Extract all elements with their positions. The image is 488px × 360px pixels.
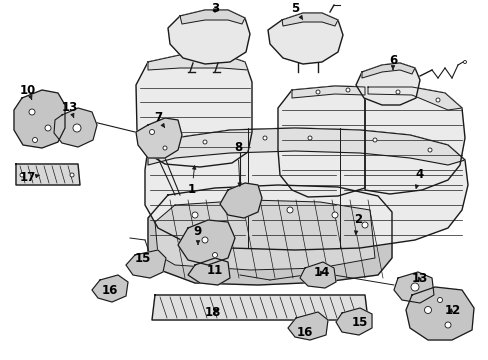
Polygon shape <box>282 13 337 26</box>
Text: 10: 10 <box>20 84 36 99</box>
Polygon shape <box>405 287 473 340</box>
Circle shape <box>315 90 319 94</box>
Circle shape <box>424 306 430 314</box>
Circle shape <box>237 207 243 213</box>
Circle shape <box>437 297 442 302</box>
Circle shape <box>203 140 206 144</box>
Polygon shape <box>145 128 467 250</box>
Polygon shape <box>361 63 414 78</box>
Polygon shape <box>148 54 247 70</box>
Circle shape <box>202 237 207 243</box>
Polygon shape <box>155 200 374 270</box>
Text: 14: 14 <box>313 265 329 279</box>
Circle shape <box>331 212 337 218</box>
Circle shape <box>435 98 439 102</box>
Polygon shape <box>14 90 65 148</box>
Polygon shape <box>367 87 461 110</box>
Text: 7: 7 <box>154 112 164 127</box>
Circle shape <box>427 148 431 152</box>
Polygon shape <box>180 10 244 24</box>
Polygon shape <box>152 295 367 320</box>
Text: 13: 13 <box>62 102 78 117</box>
Polygon shape <box>291 86 364 98</box>
Circle shape <box>70 173 74 177</box>
Text: 2: 2 <box>353 213 361 234</box>
Polygon shape <box>178 220 235 265</box>
Text: 15: 15 <box>135 252 151 265</box>
Circle shape <box>73 124 81 132</box>
Circle shape <box>163 146 167 150</box>
Text: 6: 6 <box>388 54 396 69</box>
Polygon shape <box>16 164 80 185</box>
Text: 17: 17 <box>20 171 39 184</box>
Polygon shape <box>92 275 128 302</box>
Circle shape <box>361 222 367 228</box>
Polygon shape <box>335 308 371 335</box>
Circle shape <box>410 283 418 291</box>
Circle shape <box>463 60 466 63</box>
Circle shape <box>372 138 376 142</box>
Polygon shape <box>136 54 251 167</box>
Circle shape <box>395 90 399 94</box>
Circle shape <box>263 136 266 140</box>
Circle shape <box>29 109 35 115</box>
Text: 1: 1 <box>187 166 196 197</box>
Polygon shape <box>299 262 335 288</box>
Polygon shape <box>267 13 342 64</box>
Polygon shape <box>148 128 464 165</box>
Polygon shape <box>355 63 419 105</box>
Text: 12: 12 <box>444 303 460 316</box>
Polygon shape <box>136 118 182 158</box>
Circle shape <box>149 130 154 135</box>
Polygon shape <box>393 272 433 303</box>
Polygon shape <box>148 185 391 285</box>
Text: 16: 16 <box>296 325 312 338</box>
Polygon shape <box>364 87 464 194</box>
Circle shape <box>45 125 51 131</box>
Circle shape <box>346 88 349 92</box>
Circle shape <box>237 198 242 202</box>
Text: 11: 11 <box>206 264 223 276</box>
Polygon shape <box>287 312 327 340</box>
Circle shape <box>286 207 292 213</box>
Text: 9: 9 <box>193 225 202 244</box>
Text: 18: 18 <box>204 306 221 319</box>
Polygon shape <box>168 10 249 64</box>
Circle shape <box>32 138 38 143</box>
Circle shape <box>192 212 198 218</box>
Polygon shape <box>54 108 97 147</box>
Text: 8: 8 <box>233 141 242 186</box>
Polygon shape <box>220 183 262 218</box>
Circle shape <box>307 136 311 140</box>
Polygon shape <box>126 250 165 278</box>
Text: 16: 16 <box>102 284 118 297</box>
Text: 4: 4 <box>415 168 423 188</box>
Text: 15: 15 <box>351 315 367 328</box>
Text: 3: 3 <box>210 1 219 14</box>
Text: 13: 13 <box>411 271 427 284</box>
Text: 5: 5 <box>290 1 302 20</box>
Polygon shape <box>187 258 229 285</box>
Polygon shape <box>278 86 364 197</box>
Circle shape <box>212 252 217 257</box>
Circle shape <box>444 322 450 328</box>
Circle shape <box>20 173 24 177</box>
